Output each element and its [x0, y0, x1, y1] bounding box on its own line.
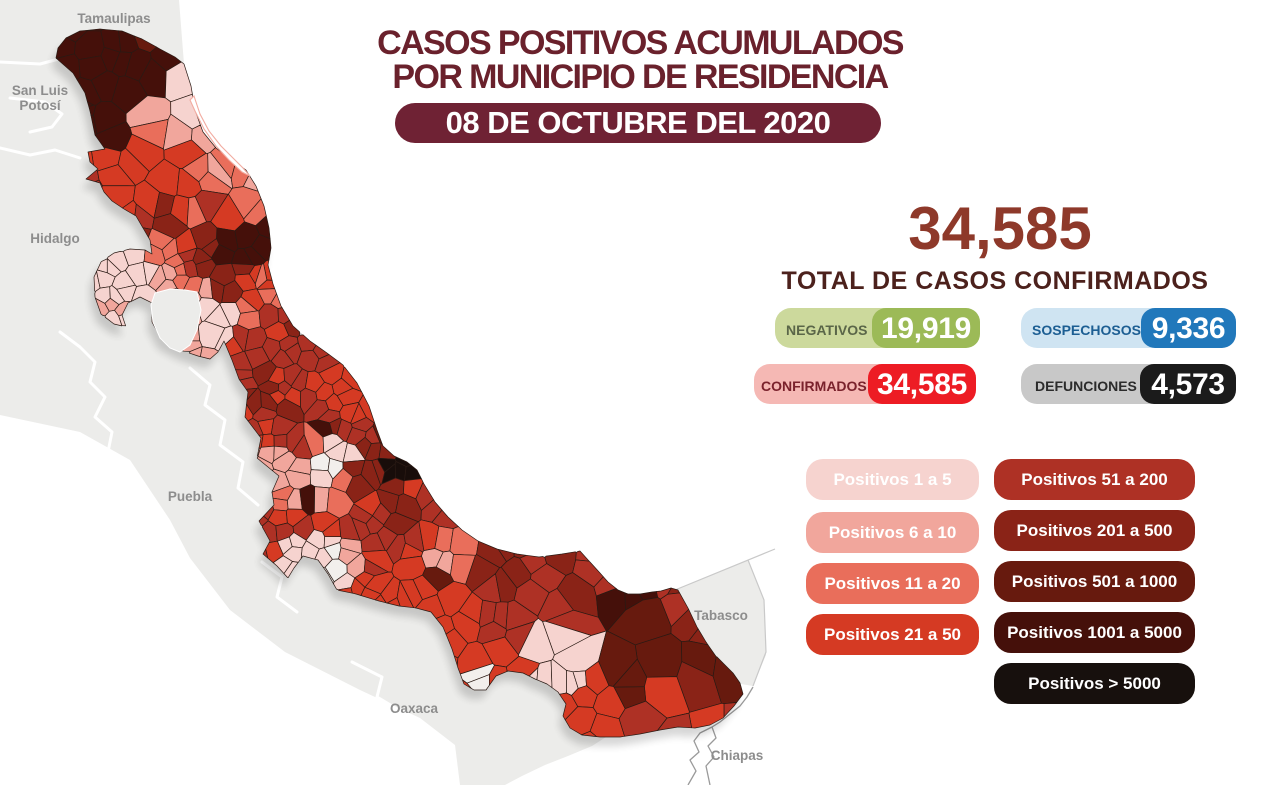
- svg-text:Oaxaca: Oaxaca: [390, 701, 439, 716]
- svg-text:Puebla: Puebla: [168, 489, 213, 504]
- svg-text:Chiapas: Chiapas: [711, 748, 764, 763]
- svg-text:San Luis: San Luis: [12, 83, 68, 98]
- svg-text:Tabasco: Tabasco: [694, 608, 748, 623]
- svg-text:Hidalgo: Hidalgo: [30, 231, 80, 246]
- svg-text:Potosí: Potosí: [19, 98, 62, 113]
- svg-text:Tamaulipas: Tamaulipas: [77, 11, 150, 26]
